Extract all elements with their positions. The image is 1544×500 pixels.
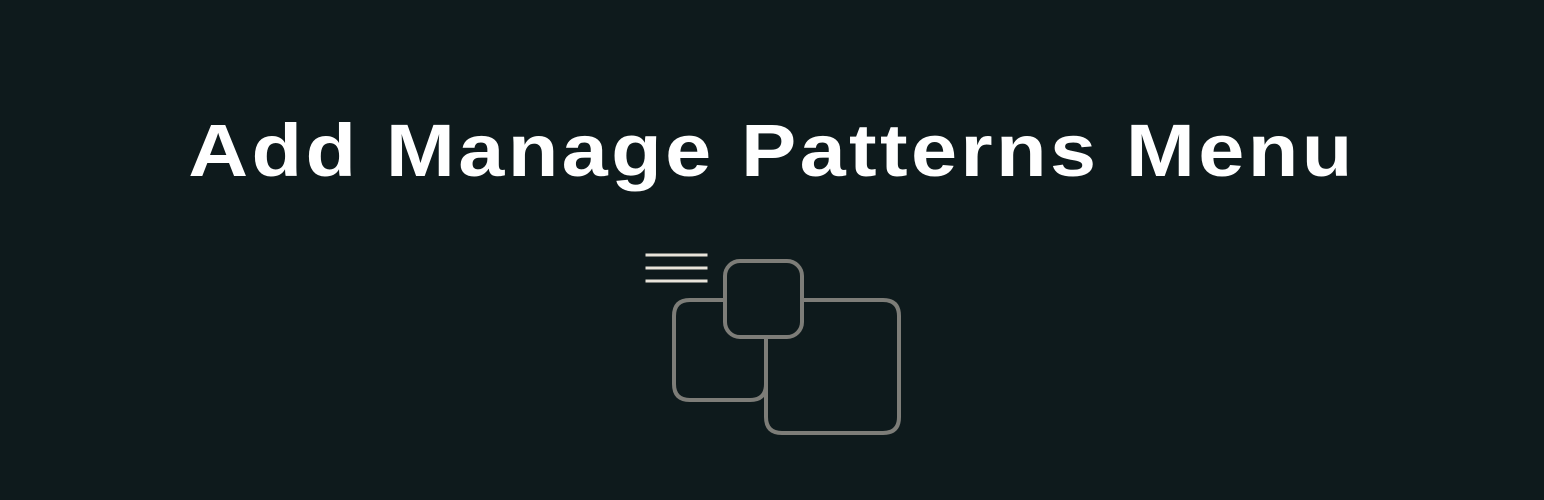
menu-lines-icon — [645, 253, 708, 283]
pattern-block-small-icon — [723, 259, 804, 339]
banner-title: Add Manage Patterns Menu — [188, 109, 1356, 192]
pattern-block-left-icon — [672, 298, 768, 402]
patterns-icon — [645, 253, 901, 435]
pattern-block-right-icon — [764, 298, 901, 435]
